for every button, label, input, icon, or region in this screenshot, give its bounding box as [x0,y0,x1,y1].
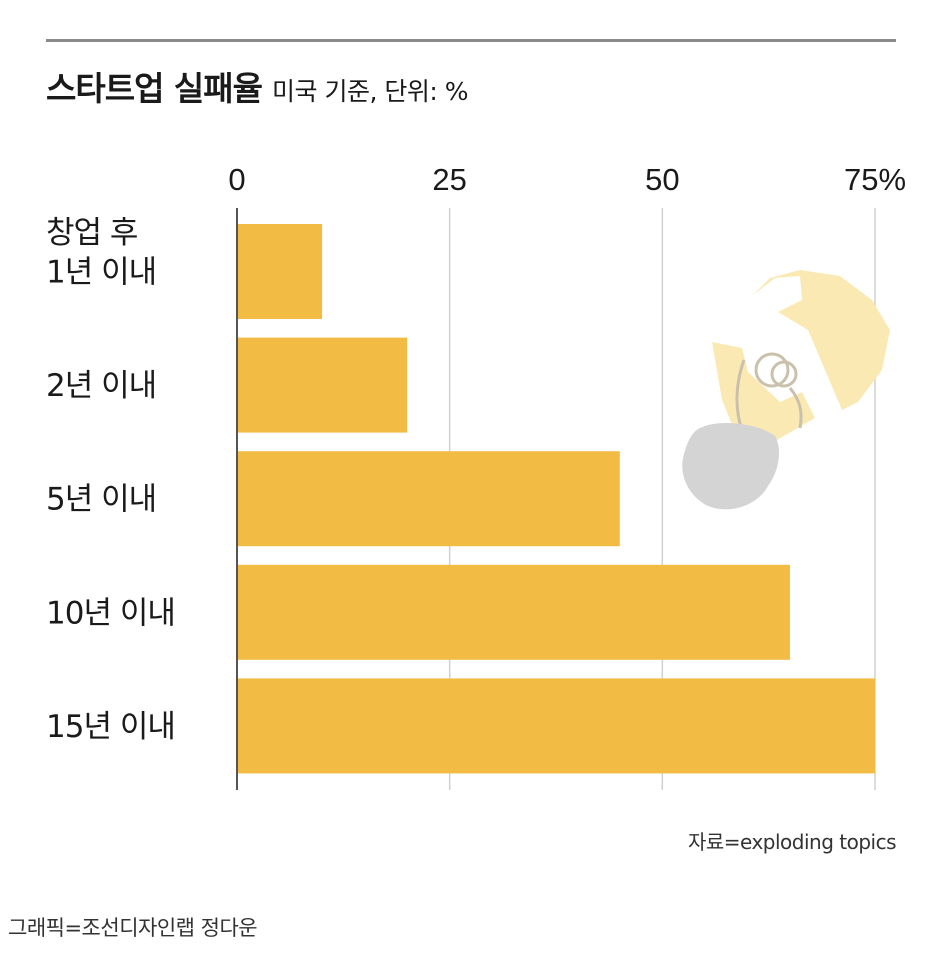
bar-layer [237,224,875,774]
x-tick-label-0: 0 [228,162,245,197]
bar-3 [237,451,620,547]
broken-lightbulb-icon [682,270,890,510]
bar-4 [237,564,790,660]
category-label-2: 2년 이내 [46,368,156,404]
x-tick-label-75: 75% [844,162,906,197]
graphic-credit: 그래픽=조선디자인랩 정다운 [8,916,258,940]
bar-1 [237,224,323,319]
category-label-1: 1년 이내 [46,255,156,291]
source-note: 자료=exploding topics [687,830,897,854]
bar-5 [237,678,875,774]
x-tick-label-50: 50 [645,162,679,197]
title-row: 스타트업 실패율 미국 기준, 단위: % [46,62,468,110]
x-tick-label-25: 25 [432,162,466,197]
top-rule [46,39,896,42]
chart-title: 스타트업 실패율 [46,69,263,108]
chart-subtitle: 미국 기준, 단위: % [272,77,468,106]
tick-label-layer: 0 25 50 75% [228,162,906,197]
y-header-label: 창업 후 [46,215,137,251]
bar-2 [237,337,408,433]
category-label-3: 5년 이내 [46,482,156,518]
category-label-layer: 1년 이내 2년 이내 5년 이내 10년 이내 15년 이내 [46,255,176,745]
category-label-4: 10년 이내 [46,595,175,631]
category-label-5: 15년 이내 [46,709,175,745]
